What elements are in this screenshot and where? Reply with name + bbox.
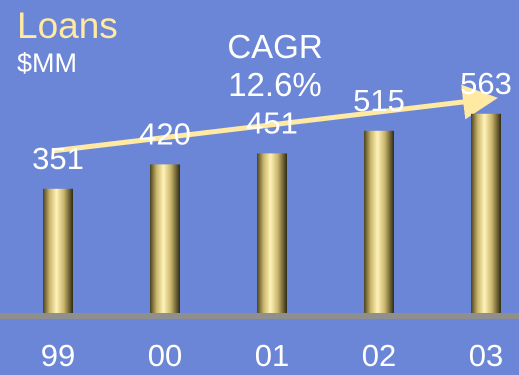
bars-group <box>43 113 501 314</box>
chart-title: Loans <box>17 5 118 46</box>
cagr-trend-arrow <box>51 84 498 154</box>
category-label-02: 02 <box>362 338 396 373</box>
bar-02 <box>364 130 394 313</box>
bar-00 <box>150 164 180 313</box>
bar-01 <box>257 153 287 313</box>
category-label-99: 99 <box>41 338 75 373</box>
title-block: Loans $MM <box>17 5 118 79</box>
value-label-03: 563 <box>460 66 512 101</box>
value-label-01: 451 <box>246 105 298 140</box>
bar-99 <box>43 188 73 313</box>
cagr-annotation: CAGR 12.6% <box>210 28 340 104</box>
category-label-03: 03 <box>469 338 503 373</box>
category-label-00: 00 <box>148 338 182 373</box>
value-labels-group: 351 420 451 515 563 <box>32 66 512 176</box>
bar-03 <box>471 113 501 314</box>
value-label-02: 515 <box>353 83 405 118</box>
cagr-value: 12.6% <box>228 66 322 103</box>
category-label-01: 01 <box>255 338 289 373</box>
value-label-99: 351 <box>32 141 84 176</box>
cagr-label: CAGR <box>227 28 323 65</box>
category-labels-group: 99 00 01 02 03 <box>41 338 503 373</box>
value-label-00: 420 <box>139 116 191 151</box>
chart-subtitle: $MM <box>17 48 77 78</box>
